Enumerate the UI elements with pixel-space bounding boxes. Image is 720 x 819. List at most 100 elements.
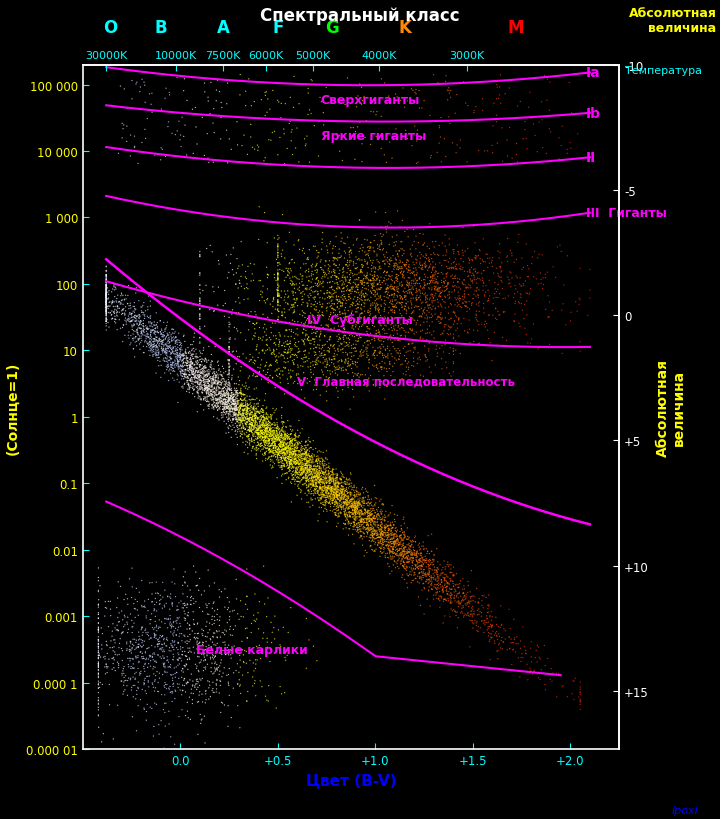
Point: [244, 418, 256, 431]
Point: [223, 371, 235, 384]
Point: [385, 525, 397, 538]
Point: [244, 436, 256, 449]
Point: [305, 316, 317, 329]
Point: [225, 389, 237, 402]
Point: [195, 381, 207, 394]
Point: [103, 292, 114, 305]
Point: [503, 290, 514, 303]
Point: [157, 645, 168, 658]
Point: [276, 424, 288, 437]
Point: [305, 468, 317, 481]
Point: [434, 311, 446, 324]
Point: [387, 532, 399, 545]
Point: [357, 495, 369, 508]
Point: [267, 461, 279, 474]
Point: [101, 314, 112, 327]
Point: [286, 457, 297, 470]
Point: [101, 315, 112, 328]
Point: [271, 425, 283, 438]
Point: [412, 278, 423, 291]
Point: [269, 417, 280, 430]
Point: [109, 648, 121, 661]
Point: [264, 433, 275, 446]
Point: [335, 337, 346, 351]
Point: [157, 641, 168, 654]
Point: [423, 563, 435, 576]
Point: [323, 346, 335, 359]
Point: [468, 105, 480, 118]
Point: [375, 522, 387, 535]
Point: [485, 605, 497, 618]
Point: [238, 408, 249, 421]
Point: [333, 488, 345, 501]
Point: [383, 536, 395, 549]
Point: [323, 482, 334, 495]
Point: [277, 450, 289, 464]
Point: [199, 383, 211, 396]
Point: [562, 250, 573, 263]
Point: [300, 344, 311, 357]
Point: [390, 522, 401, 535]
Point: [181, 375, 193, 388]
Point: [336, 487, 347, 500]
Point: [380, 283, 392, 296]
Point: [311, 465, 323, 478]
Point: [165, 348, 176, 361]
Point: [224, 595, 235, 609]
Point: [355, 264, 366, 277]
Point: [400, 291, 412, 304]
Point: [423, 576, 435, 589]
Point: [205, 387, 217, 400]
Point: [153, 672, 165, 685]
Point: [310, 273, 322, 286]
Point: [269, 438, 281, 451]
Point: [406, 302, 418, 315]
Point: [330, 309, 341, 322]
Point: [251, 441, 262, 455]
Point: [448, 306, 459, 319]
Point: [245, 425, 256, 438]
Point: [297, 305, 308, 318]
Point: [168, 347, 179, 360]
Point: [266, 446, 278, 459]
Point: [230, 413, 241, 426]
Point: [287, 455, 298, 468]
Point: [214, 391, 225, 405]
Point: [218, 403, 230, 416]
Point: [360, 287, 372, 301]
Point: [287, 300, 299, 313]
Point: [101, 288, 112, 301]
Point: [276, 469, 287, 482]
Point: [287, 448, 299, 461]
Point: [417, 554, 428, 567]
Point: [343, 486, 354, 500]
Point: [349, 505, 361, 518]
Point: [340, 301, 351, 314]
Point: [332, 493, 343, 506]
Point: [323, 486, 335, 500]
Point: [264, 417, 275, 430]
Point: [274, 433, 285, 446]
Point: [211, 389, 222, 402]
Point: [328, 477, 340, 491]
Point: [364, 335, 375, 348]
Point: [216, 696, 228, 709]
Point: [360, 505, 372, 518]
Point: [291, 467, 302, 480]
Point: [165, 637, 176, 650]
Point: [364, 514, 376, 527]
Point: [353, 495, 364, 509]
Point: [320, 472, 332, 485]
Point: [136, 600, 148, 613]
Point: [355, 332, 366, 345]
Point: [449, 299, 461, 312]
Point: [244, 423, 256, 436]
Point: [410, 257, 422, 270]
Point: [348, 281, 359, 294]
Point: [387, 131, 398, 144]
Point: [317, 486, 328, 500]
Point: [494, 238, 505, 251]
Point: [253, 406, 264, 419]
Point: [372, 299, 383, 312]
Point: [365, 274, 377, 287]
